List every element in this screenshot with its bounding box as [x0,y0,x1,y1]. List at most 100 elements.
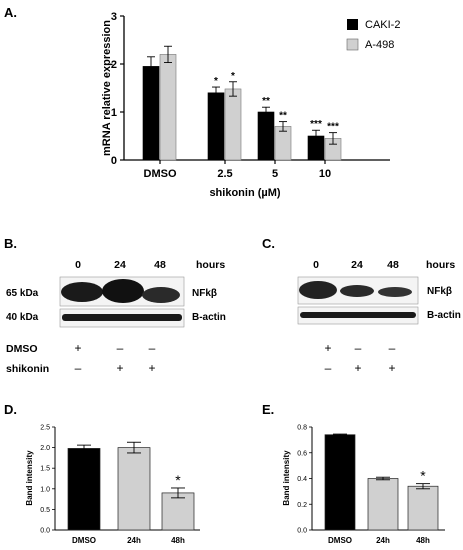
blot-c-lane-0: 0 [313,259,319,271]
blot-b-sign-shik-48: + [148,361,155,375]
chart-a-significance: * [231,71,235,82]
legend-label-a498: A-498 [365,39,394,51]
blot-b-actin-band [62,314,182,321]
chart-e-ytick-label: 0.4 [297,476,307,483]
panel-a-label: A. [4,5,17,20]
blot-c-sign-dmso-0: + [324,341,331,355]
chart-d: Band intensity 0.0 0.5 1.0 1.5 2.0 2.5 DMSO 24h… [25,425,200,545]
blot-b-row-dmso: DMSO [6,343,38,355]
blot-c-sign-shik-24: + [354,361,361,375]
panel-e-label: E. [262,402,274,417]
blot-c-lane-48: 48 [387,259,399,271]
blot-c-lane-24: 24 [351,259,363,271]
chart-d-bar [117,447,151,531]
chart-d-xtick-label: 24h [127,536,141,545]
chart-a-significance: * [214,76,218,87]
chart-d-xtick-label: DMSO [72,536,96,545]
chart-d-ytick-label: 0.0 [40,528,50,535]
chart-a-bar-caki [207,92,225,161]
chart-d-xtick-label: 48h [171,536,185,545]
chart-d-ytick-label: 2.5 [40,425,50,432]
chart-e-ytick-label: 0.2 [297,502,307,509]
chart-d-significance: * [175,472,181,488]
legend-label-caki: CAKI-2 [365,19,400,31]
chart-e-xtick-label: DMSO [328,536,352,545]
chart-a-ytick-label: 0 [111,155,117,167]
blot-b-sign-dmso-48: – [149,341,156,355]
chart-a-ytick-label: 1 [111,107,117,119]
chart-a-significance: *** [327,122,339,133]
chart-d-ytick-label: 0.5 [40,507,50,514]
chart-a-significance: ** [279,111,287,122]
blot-b-sign-dmso-0: + [74,341,81,355]
blot-b-lane-0: 0 [75,259,81,271]
chart-e-xtick-label: 24h [376,536,390,545]
chart-a-xlabel: shikonin (µM) [209,187,280,199]
panel-b-label: B. [4,236,17,251]
blot-b-marker-40: 40 kDa [6,312,39,323]
chart-a-bar-a498 [159,54,177,161]
chart-e-ytick-label: 0.0 [297,528,307,535]
chart-e: Band intensity 0.0 0.2 0.4 0.6 0.8 DMSO 24h * 48… [282,425,445,545]
blot-c-target-nfkb: NFkβ [427,286,452,297]
chart-a-xtick-label: 2.5 [217,168,232,180]
blot-c-sign-dmso-24: – [355,341,362,355]
chart-a-significance: *** [310,119,322,130]
blot-c-sign-dmso-48: – [389,341,396,355]
chart-a-xtick-label: DMSO [144,168,177,180]
blot-c-nfkb-band-48 [378,287,412,297]
blot-c: 0 24 48 hours NFkβ B-actin + – – – + + [297,259,461,375]
blot-b-lane-48: 48 [154,259,166,271]
chart-e-bar [407,485,439,531]
chart-d-ytick-label: 1.0 [40,486,50,493]
chart-a-significance: ** [262,96,270,107]
blot-b-nfkb-band-48 [142,287,180,303]
chart-e-ytick-label: 0.8 [297,425,307,432]
chart-a-xtick-label: 5 [272,168,278,180]
blot-b-target-nfkb: NFkβ [192,288,217,299]
chart-a-bar-a498 [224,88,242,161]
blot-c-unit: hours [426,259,455,271]
legend-swatch-caki [347,19,358,30]
blot-c-target-actin: B-actin [427,310,461,321]
chart-e-xtick-label: 48h [416,536,430,545]
chart-a-ytick-label: 3 [111,11,117,23]
chart-a-legend: CAKI-2 A-498 [346,19,400,51]
chart-e-ylabel: Band intensity [282,450,291,506]
blot-c-sign-shik-48: + [388,361,395,375]
chart-d-ytick-label: 2.0 [40,445,50,452]
chart-a: mRNA relative expression shikonin (µM) C… [101,11,400,199]
blot-c-nfkb-band-0 [299,281,337,299]
chart-e-bar [367,478,399,531]
chart-a-xtick-label: 10 [319,168,331,180]
chart-d-bar [67,448,101,531]
blot-b-row-shikonin: shikonin [6,363,49,375]
chart-a-bar-caki [257,111,275,161]
blot-c-sign-shik-0: – [325,361,332,375]
blot-b-nfkb-band-0 [61,282,103,302]
blot-b-sign-dmso-24: – [117,341,124,355]
blot-b: 0 24 48 hours 65 kDa 40 kDa NFkβ B-actin… [6,259,226,375]
blot-b-sign-shik-0: – [75,361,82,375]
blot-b-lane-24: 24 [114,259,126,271]
chart-a-bar-caki [142,66,160,161]
blot-b-marker-65: 65 kDa [6,288,39,299]
blot-c-actin-band [300,312,416,318]
panel-c-label: C. [262,236,275,251]
blot-b-sign-shik-24: + [116,361,123,375]
chart-d-ytick-label: 1.5 [40,466,50,473]
panel-d-label: D. [4,402,17,417]
blot-b-unit: hours [196,259,225,271]
chart-a-ytick-label: 2 [111,59,117,71]
blot-b-nfkb-band-24 [102,279,144,303]
blot-b-target-actin: B-actin [192,312,226,323]
chart-e-bar [324,434,356,531]
chart-d-bar [161,492,195,531]
chart-a-ylabel: mRNA relative expression [101,20,113,156]
chart-d-ylabel: Band intensity [25,450,34,506]
legend-swatch-a498 [346,38,359,51]
blot-c-nfkb-band-24 [340,285,374,297]
chart-e-significance: * [420,468,426,484]
chart-e-ytick-label: 0.6 [297,450,307,457]
